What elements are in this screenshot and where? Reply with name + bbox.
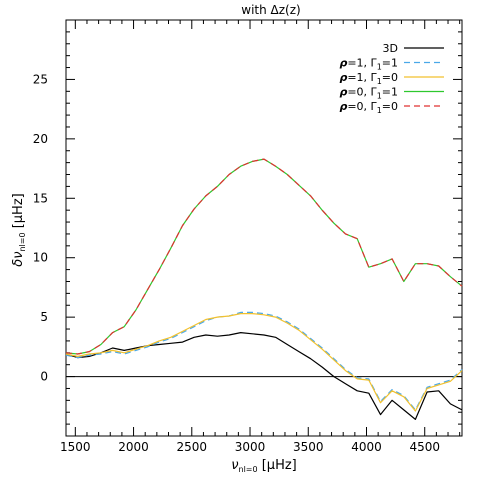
- plot-frame: [65, 19, 463, 437]
- x-axis-label: νnl=0 [μHz]: [231, 458, 297, 474]
- legend-label-3: ρ=1, Γ1=0: [339, 71, 398, 86]
- x-tick-label: 4000: [351, 440, 382, 454]
- y-tick-label: 15: [33, 191, 48, 205]
- legend-label-1: 3D: [383, 42, 398, 55]
- series-line-2: [65, 311, 463, 411]
- x-tick-label: 1500: [60, 440, 91, 454]
- x-tick-label: 4500: [409, 440, 440, 454]
- series-line-1: [65, 332, 463, 420]
- series-line-4: [65, 158, 463, 355]
- y-axis-label: δνnl=0 [μHz]: [11, 193, 27, 266]
- legend-label-2: ρ=1, Γ1=1: [339, 57, 398, 72]
- y-tick-label: 0: [40, 370, 48, 384]
- series-line-3: [65, 313, 463, 412]
- x-tick-label: 2500: [177, 440, 208, 454]
- y-tick-label: 25: [33, 72, 48, 86]
- legend-label-4: ρ=0, Γ1=1: [339, 86, 398, 101]
- y-tick-label: 20: [33, 132, 48, 146]
- y-tick-label: 5: [40, 310, 48, 324]
- chart-title: with Δz(z): [241, 3, 300, 17]
- y-tick-label: 10: [33, 251, 48, 265]
- x-tick-label: 3000: [235, 440, 266, 454]
- x-tick-label: 3500: [293, 440, 324, 454]
- legend-label-5: ρ=0, Γ1=0: [339, 100, 398, 115]
- series-line-5: [65, 158, 463, 355]
- x-tick-label: 2000: [118, 440, 149, 454]
